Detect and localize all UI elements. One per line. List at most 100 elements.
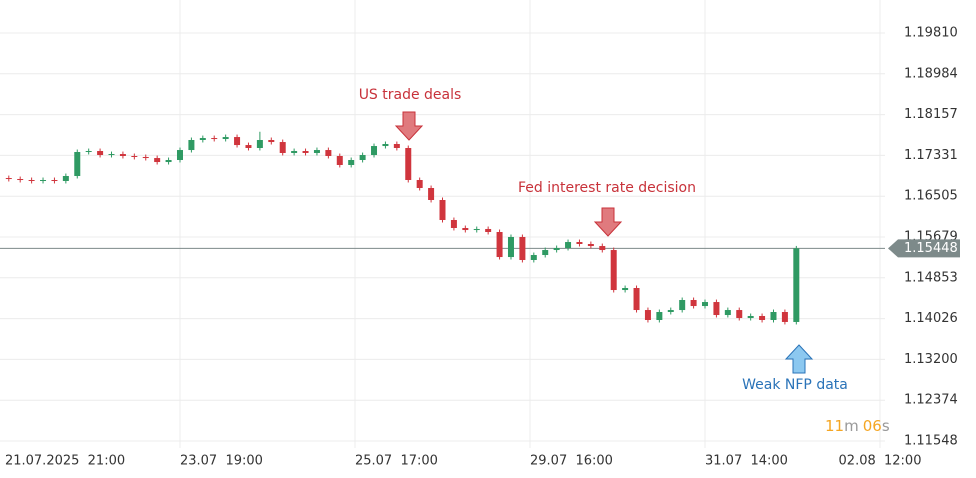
y-tick-label: 1.16505 [904,189,958,204]
candle-body [405,148,412,180]
grid [0,0,885,448]
annotation: Fed interest rate decision [518,180,696,196]
candle-body [28,180,35,181]
candle-body [5,178,12,180]
countdown-unit: m [844,417,859,435]
candle-body [679,300,686,311]
candle-body [279,142,286,153]
candle-body [291,151,298,153]
candle-body [599,246,606,251]
candle-body [759,316,766,320]
x-tick-label: 29.07 16:00 [530,454,613,469]
candle-body [165,160,172,163]
candle-body [313,150,320,153]
candle-body [17,179,24,181]
candle-body [781,312,788,322]
candle-body [610,250,617,291]
candle-body [690,300,697,307]
candle-body [713,302,720,316]
candle-body [62,176,69,181]
candle-body [199,138,206,140]
candle-body [702,302,709,307]
candle-body [348,160,355,165]
candle-body [519,236,526,260]
y-tick-label: 1.14853 [904,270,958,285]
candle-body [371,146,378,156]
candle-body [485,228,492,232]
candle-body [553,248,560,251]
candle-body [644,310,651,320]
candle-body [211,138,218,140]
y-tick-label: 1.18157 [904,107,958,122]
x-tick-label: 23.07 19:00 [180,454,263,469]
candle-body [428,188,435,200]
candle-body [336,156,343,165]
candle-body [222,137,229,140]
candle-body [736,310,743,319]
candle-body [462,228,469,231]
y-tick-label: 1.18984 [904,66,958,81]
candle-body [656,312,663,320]
y-tick-label: 1.11548 [904,433,958,448]
candle-body [393,144,400,148]
candle-body [74,152,81,176]
candle-body [51,180,58,181]
candle-body [496,232,503,258]
countdown: 11m 06s [825,417,890,435]
x-tick-label: 21.07.2025 21:00 [5,454,125,469]
y-tick-label: 1.14026 [904,311,958,326]
candle-body [325,150,332,156]
y-tick-label: 1.12374 [904,393,958,408]
candle-body [530,255,537,260]
candle-body [416,180,423,188]
candle-body [40,180,47,181]
candle-body [108,154,115,156]
candle-body [473,228,480,231]
candle-body [793,248,800,322]
arrow-down [394,111,424,141]
candle-body [747,316,754,319]
candle-body [724,310,731,316]
candle-body [633,288,640,311]
candle-body [142,156,149,159]
candle-body [439,200,446,220]
candle-body [302,151,309,153]
candle-body [565,242,572,248]
annotation: Weak NFP data [742,377,848,393]
axis-labels: 1.198101.189841.181571.173311.165051.156… [5,25,958,468]
candle-body [587,244,594,247]
candle-body [85,151,92,153]
candle-body [176,150,183,160]
price-tag-bg [888,239,960,258]
candle-body [507,236,514,258]
candle-body [667,310,674,312]
countdown-seconds: 06 [863,417,882,435]
annotation: US trade deals [359,87,462,103]
y-tick-label: 1.13200 [904,352,958,367]
x-tick-label: 25.07 17:00 [355,454,438,469]
candle-body [234,137,241,146]
price-tag: 1.15448 [888,239,960,258]
countdown-minutes: 11 [825,417,844,435]
countdown-unit: s [882,417,890,435]
y-tick-label: 1.17331 [904,148,958,163]
x-tick-label: 31.07 14:00 [705,454,788,469]
candle-body [359,155,366,160]
candles [5,131,800,325]
candle-body [268,140,275,143]
candle-body [576,242,583,244]
candle-body [97,151,104,156]
candle-body [450,220,457,228]
candle-body [622,288,629,291]
arrow-down [593,207,623,237]
candle-body [382,144,389,147]
candle-body [245,145,252,148]
last-price-label: 1.15448 [904,241,958,256]
candle-body [256,140,263,148]
candle-body [119,154,126,156]
arrow-up [784,344,814,374]
candle-body [770,312,777,320]
candle-body [154,158,161,163]
y-tick-label: 1.19810 [904,25,958,40]
candle-body [131,156,138,157]
